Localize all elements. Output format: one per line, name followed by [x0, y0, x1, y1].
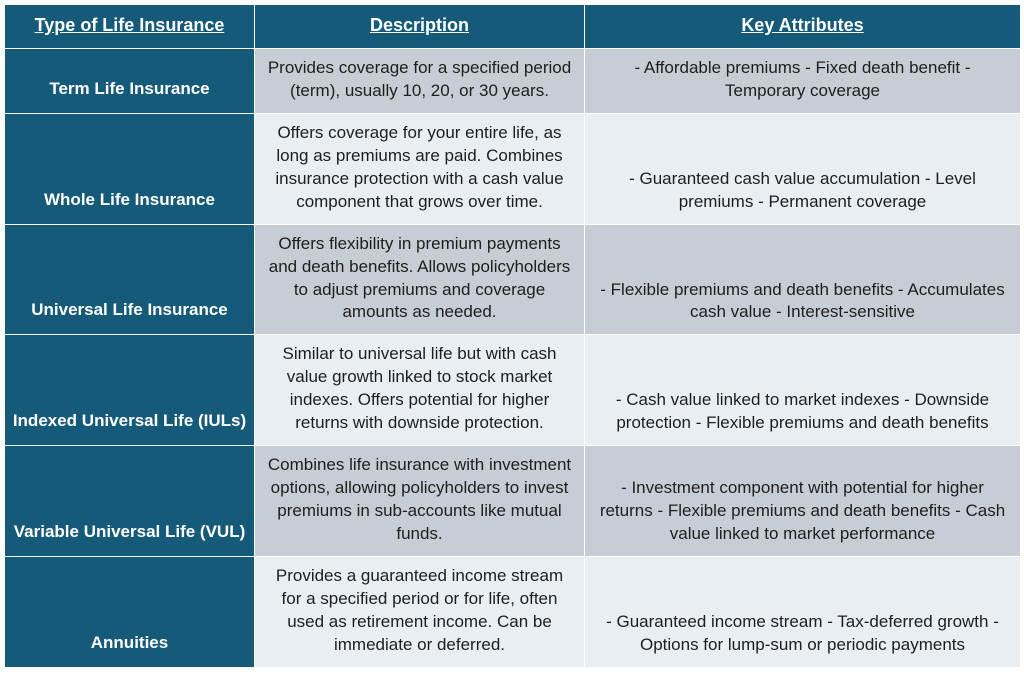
- table-row: Whole Life Insurance Offers coverage for…: [5, 113, 1021, 224]
- insurance-type-attributes: - Investment component with potential fo…: [585, 446, 1021, 557]
- table-row: Variable Universal Life (VUL) Combines l…: [5, 446, 1021, 557]
- insurance-type-description: Offers coverage for your entire life, as…: [255, 113, 585, 224]
- insurance-type-attributes: - Cash value linked to market indexes - …: [585, 335, 1021, 446]
- col-header-description: Description: [255, 5, 585, 49]
- table-row: Universal Life Insurance Offers flexibil…: [5, 224, 1021, 335]
- insurance-type-description: Provides coverage for a specified period…: [255, 49, 585, 114]
- insurance-type-description: Offers flexibility in premium payments a…: [255, 224, 585, 335]
- col-header-attributes: Key Attributes: [585, 5, 1021, 49]
- insurance-type-description: Provides a guaranteed income stream for …: [255, 556, 585, 667]
- insurance-type-name: Whole Life Insurance: [5, 113, 255, 224]
- insurance-type-name: Variable Universal Life (VUL): [5, 446, 255, 557]
- insurance-types-table: Type of Life Insurance Description Key A…: [4, 4, 1021, 668]
- insurance-type-name: Indexed Universal Life (IULs): [5, 335, 255, 446]
- insurance-type-name: Annuities: [5, 556, 255, 667]
- table-row: Annuities Provides a guaranteed income s…: [5, 556, 1021, 667]
- table-header-row: Type of Life Insurance Description Key A…: [5, 5, 1021, 49]
- table-row: Term Life Insurance Provides coverage fo…: [5, 49, 1021, 114]
- insurance-type-attributes: - Guaranteed cash value accumulation - L…: [585, 113, 1021, 224]
- insurance-type-name: Term Life Insurance: [5, 49, 255, 114]
- insurance-type-description: Combines life insurance with investment …: [255, 446, 585, 557]
- insurance-type-attributes: - Affordable premiums - Fixed death bene…: [585, 49, 1021, 114]
- insurance-type-attributes: - Flexible premiums and death benefits -…: [585, 224, 1021, 335]
- insurance-type-attributes: - Guaranteed income stream - Tax-deferre…: [585, 556, 1021, 667]
- col-header-type: Type of Life Insurance: [5, 5, 255, 49]
- table-row: Indexed Universal Life (IULs) Similar to…: [5, 335, 1021, 446]
- insurance-type-name: Universal Life Insurance: [5, 224, 255, 335]
- insurance-type-description: Similar to universal life but with cash …: [255, 335, 585, 446]
